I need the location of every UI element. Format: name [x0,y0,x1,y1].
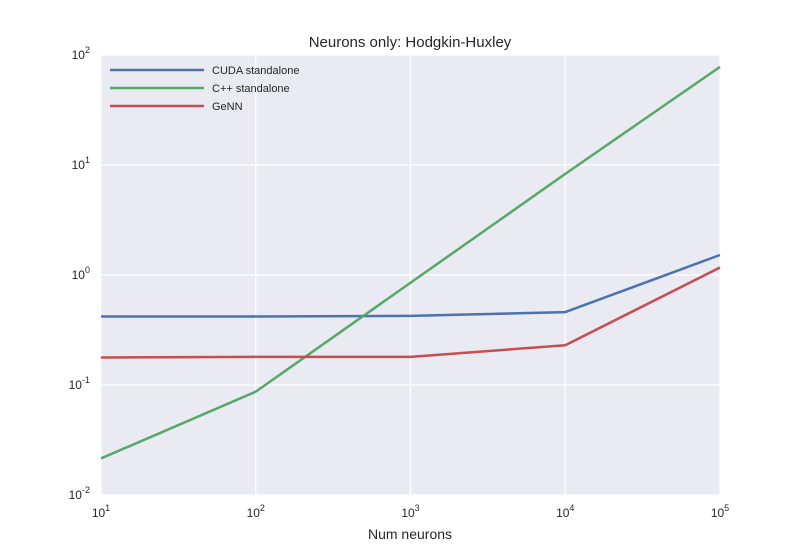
series-line-c-standalone [100,65,721,460]
legend-label: GeNN [212,101,243,113]
y-axis-ticks: 10-2 10-1 100 101 102 [69,45,90,502]
legend-label: CUDA standalone [212,65,299,77]
legend: CUDA standalone C++ standalone GeNN [110,65,299,113]
chart-title: Neurons only: Hodgkin-Huxley [309,34,512,51]
x-axis-ticks: 101 102 103 104 105 [92,503,729,520]
x-tick-label: 101 [92,503,110,520]
x-tick-label: 104 [556,503,574,520]
series-line-genn [100,266,721,359]
y-tick-label: 10-2 [69,485,90,502]
series-line-cuda-standalone [101,253,721,318]
y-tick-label: 10-1 [69,375,90,392]
y-tick-label: 100 [72,265,90,282]
legend-label: C++ standalone [212,83,290,95]
x-tick-label: 105 [711,503,729,520]
grid-lines [100,54,721,496]
x-axis-label: Num neurons [368,526,452,542]
series-lines [100,65,721,460]
y-tick-label: 101 [72,155,90,172]
x-tick-label: 103 [401,503,419,520]
y-tick-label: 102 [72,45,90,62]
x-tick-label: 102 [247,503,265,520]
